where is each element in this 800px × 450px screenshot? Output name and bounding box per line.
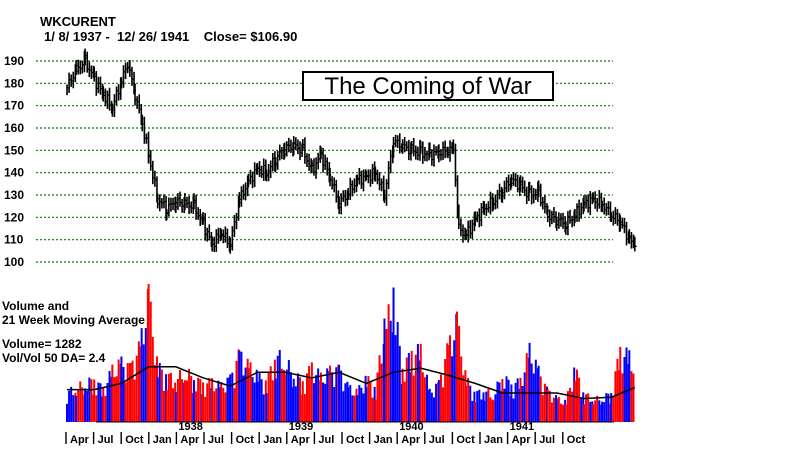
month-label: Jul <box>208 434 224 446</box>
volume-ratio: Vol/Vol 50 DA= 2.4 <box>2 351 106 365</box>
y-tick-label: 130 <box>4 188 24 202</box>
year-label: 1940 <box>399 421 423 433</box>
month-label: Jan <box>153 434 172 446</box>
year-label: 1938 <box>178 421 202 433</box>
price-series <box>66 48 637 254</box>
month-label: Apr <box>401 434 421 446</box>
month-label: Oct <box>125 434 144 446</box>
month-label: Jan <box>374 434 393 446</box>
year-label: 1939 <box>289 421 313 433</box>
month-label: Jul <box>318 434 334 446</box>
month-label: Oct <box>236 434 255 446</box>
year-label: 1941 <box>510 421 534 433</box>
volume-value: Volume= 1282 <box>2 337 82 351</box>
month-label: Apr <box>180 434 200 446</box>
month-label: Jan <box>484 434 503 446</box>
month-label: Apr <box>512 434 532 446</box>
time-axis: Apr Jul Oct Jan Apr Jul Oct Jan Apr Jul Oct Jan Apr J… <box>65 421 614 446</box>
volume-title-line2: 21 Week Moving Average <box>2 313 145 327</box>
y-tick-label: 140 <box>4 166 24 180</box>
month-label: Oct <box>346 434 365 446</box>
y-tick-label: 160 <box>4 121 24 135</box>
date-range-close: 1/ 8/ 1937 - 12/ 26/ 1941 Close= $106.90 <box>44 29 298 44</box>
y-tick-label: 120 <box>4 210 24 224</box>
y-tick-label: 150 <box>4 143 24 157</box>
y-tick-label: 190 <box>4 54 24 68</box>
ticker-symbol: WKCURENT <box>40 14 116 29</box>
moving-average-line <box>67 366 636 400</box>
month-label: Oct <box>567 434 586 446</box>
price-axis: 100 110 120 130 140 150 160 170 180 190 <box>4 54 24 269</box>
y-tick-label: 170 <box>4 99 24 113</box>
chart-annotation: The Coming of War <box>302 71 554 101</box>
volume-moving-average <box>67 366 636 400</box>
month-label: Apr <box>291 434 311 446</box>
month-label: Jul <box>429 434 445 446</box>
month-label: Apr <box>70 434 90 446</box>
month-label: Jul <box>539 434 555 446</box>
volume-bars <box>66 284 635 422</box>
month-label: Jul <box>98 434 114 446</box>
month-label: Jan <box>263 434 282 446</box>
volume-title-line1: Volume and <box>2 299 70 313</box>
month-label: Oct <box>456 434 475 446</box>
y-tick-label: 110 <box>4 233 24 247</box>
y-tick-label: 100 <box>4 255 24 269</box>
y-tick-label: 180 <box>4 76 24 90</box>
